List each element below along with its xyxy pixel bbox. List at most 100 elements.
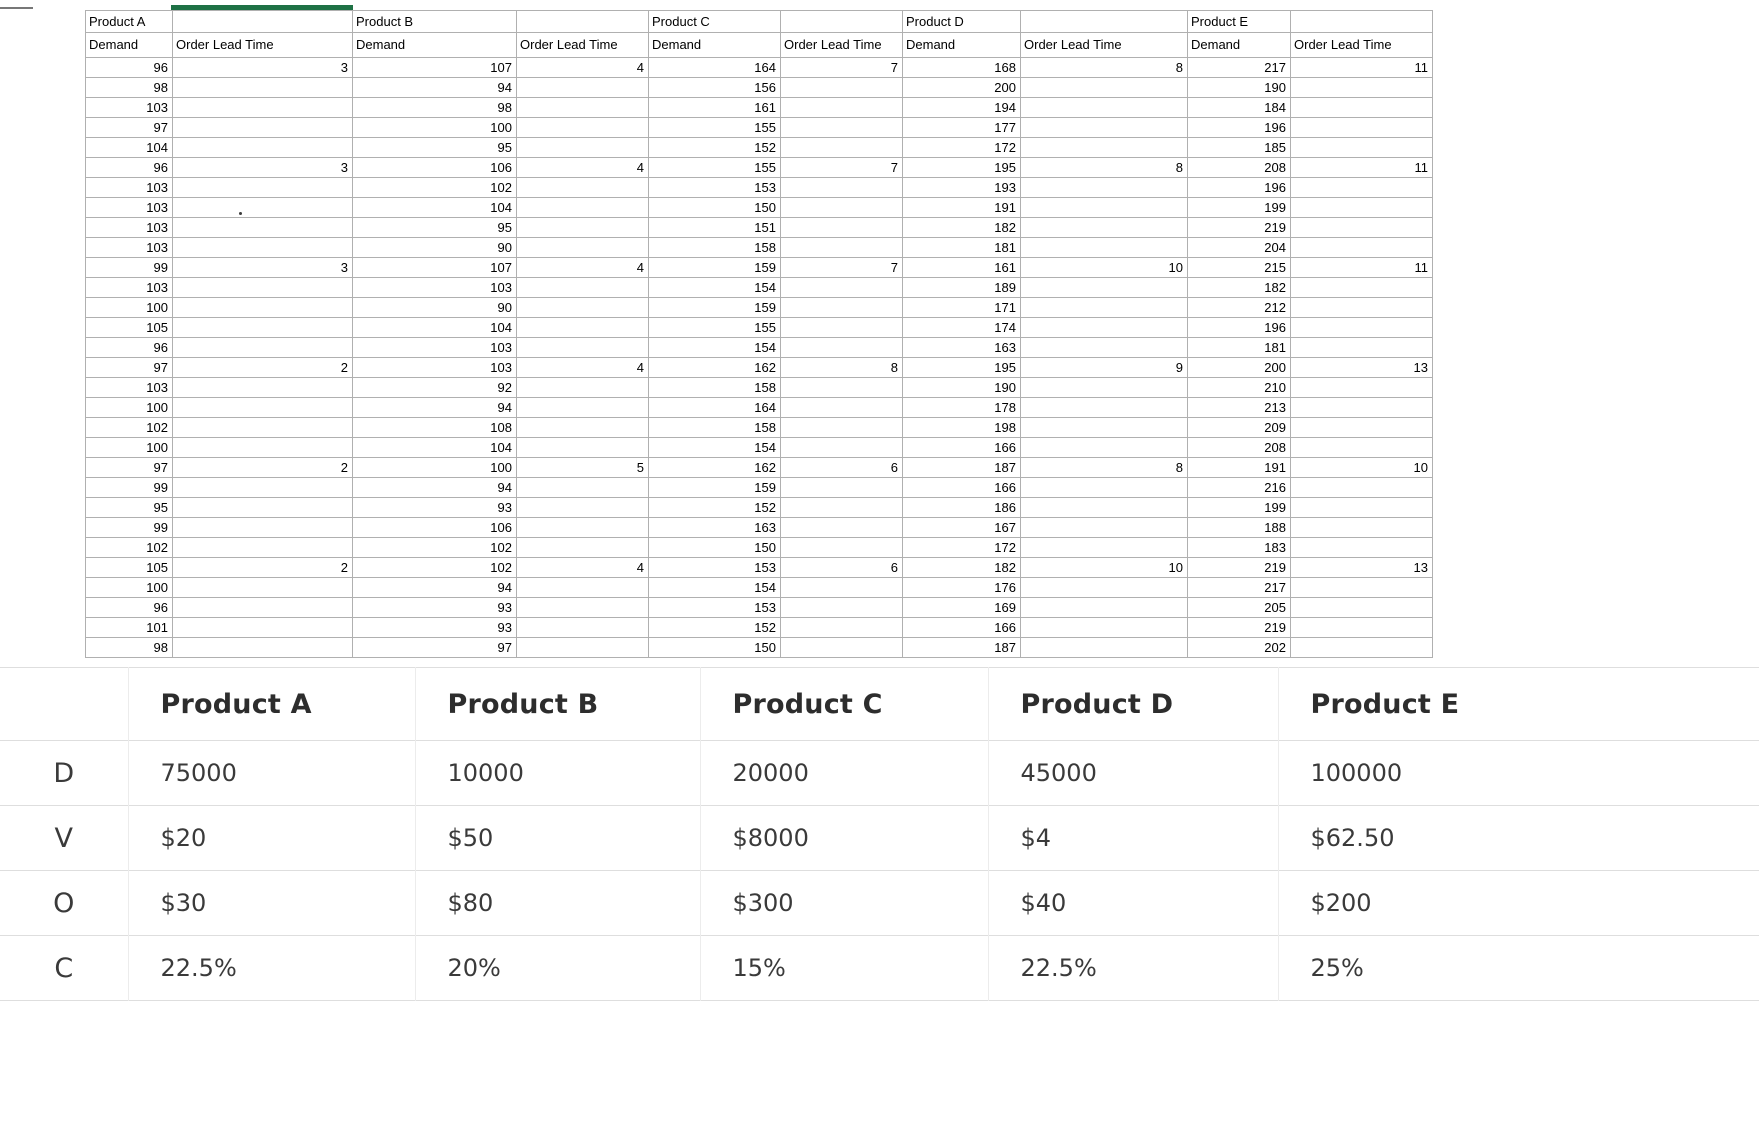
demand-cell-2-2[interactable]: 156 [648, 77, 781, 98]
demand-cell-4-2[interactable]: 190 [1187, 77, 1291, 98]
lead-cell-1-4[interactable] [516, 117, 649, 138]
lead-cell-2-11[interactable]: 7 [780, 257, 903, 278]
demand-cell-3-24[interactable]: 167 [902, 517, 1021, 538]
demand-cell-4-10[interactable]: 204 [1187, 237, 1291, 258]
demand-cell-0-23[interactable]: 95 [85, 497, 173, 518]
demand-cell-0-17[interactable]: 103 [85, 377, 173, 398]
demand-header-4[interactable]: Demand [1187, 32, 1291, 58]
product-title-1[interactable]: Product B [352, 10, 517, 33]
lead-cell-2-7[interactable] [780, 177, 903, 198]
lead-cell-3-23[interactable] [1020, 497, 1188, 518]
demand-cell-2-18[interactable]: 164 [648, 397, 781, 418]
demand-cell-2-5[interactable]: 152 [648, 137, 781, 158]
demand-cell-2-7[interactable]: 153 [648, 177, 781, 198]
demand-cell-0-9[interactable]: 103 [85, 217, 173, 238]
demand-cell-0-19[interactable]: 102 [85, 417, 173, 438]
lead-cell-0-18[interactable] [172, 397, 353, 418]
demand-cell-1-14[interactable]: 104 [352, 317, 517, 338]
lead-cell-2-8[interactable] [780, 197, 903, 218]
demand-cell-0-12[interactable]: 103 [85, 277, 173, 298]
demand-cell-3-26[interactable]: 182 [902, 557, 1021, 578]
lead-cell-4-1[interactable]: 11 [1290, 57, 1433, 78]
lead-cell-1-25[interactable] [516, 537, 649, 558]
lead-time-header-3[interactable]: Order Lead Time [1020, 32, 1188, 58]
lead-cell-1-3[interactable] [516, 97, 649, 118]
lead-cell-3-10[interactable] [1020, 237, 1188, 258]
lead-cell-4-15[interactable] [1290, 337, 1433, 358]
demand-cell-2-27[interactable]: 154 [648, 577, 781, 598]
lead-cell-1-20[interactable] [516, 437, 649, 458]
lead-cell-2-22[interactable] [780, 477, 903, 498]
lead-cell-4-21[interactable]: 10 [1290, 457, 1433, 478]
demand-cell-3-14[interactable]: 174 [902, 317, 1021, 338]
demand-cell-0-5[interactable]: 104 [85, 137, 173, 158]
lead-cell-3-7[interactable] [1020, 177, 1188, 198]
demand-cell-0-22[interactable]: 99 [85, 477, 173, 498]
demand-cell-4-28[interactable]: 205 [1187, 597, 1291, 618]
lead-cell-2-29[interactable] [780, 617, 903, 638]
lead-cell-0-11[interactable]: 3 [172, 257, 353, 278]
lead-cell-1-15[interactable] [516, 337, 649, 358]
product-title-2[interactable]: Product C [648, 10, 781, 33]
demand-cell-3-22[interactable]: 166 [902, 477, 1021, 498]
lead-cell-4-6[interactable]: 11 [1290, 157, 1433, 178]
demand-cell-1-8[interactable]: 104 [352, 197, 517, 218]
lead-cell-1-14[interactable] [516, 317, 649, 338]
demand-cell-2-4[interactable]: 155 [648, 117, 781, 138]
lead-cell-3-8[interactable] [1020, 197, 1188, 218]
demand-cell-3-28[interactable]: 169 [902, 597, 1021, 618]
demand-cell-4-18[interactable]: 213 [1187, 397, 1291, 418]
demand-cell-0-4[interactable]: 97 [85, 117, 173, 138]
lead-cell-1-28[interactable] [516, 597, 649, 618]
empty-header-cell-0[interactable] [172, 10, 353, 33]
lead-cell-4-11[interactable]: 11 [1290, 257, 1433, 278]
lead-cell-2-26[interactable]: 6 [780, 557, 903, 578]
lead-cell-2-12[interactable] [780, 277, 903, 298]
lead-cell-1-5[interactable] [516, 137, 649, 158]
demand-cell-1-17[interactable]: 92 [352, 377, 517, 398]
demand-cell-3-19[interactable]: 198 [902, 417, 1021, 438]
lead-cell-0-4[interactable] [172, 117, 353, 138]
lead-cell-4-5[interactable] [1290, 137, 1433, 158]
lead-cell-4-8[interactable] [1290, 197, 1433, 218]
demand-cell-2-16[interactable]: 162 [648, 357, 781, 378]
demand-cell-0-2[interactable]: 98 [85, 77, 173, 98]
lead-cell-3-2[interactable] [1020, 77, 1188, 98]
empty-header-cell-1[interactable] [516, 10, 649, 33]
lead-cell-2-13[interactable] [780, 297, 903, 318]
demand-cell-0-29[interactable]: 101 [85, 617, 173, 638]
lead-cell-3-26[interactable]: 10 [1020, 557, 1188, 578]
lead-cell-4-29[interactable] [1290, 617, 1433, 638]
lead-cell-3-20[interactable] [1020, 437, 1188, 458]
lead-cell-3-24[interactable] [1020, 517, 1188, 538]
lead-cell-0-6[interactable]: 3 [172, 157, 353, 178]
demand-cell-4-17[interactable]: 210 [1187, 377, 1291, 398]
demand-cell-4-25[interactable]: 183 [1187, 537, 1291, 558]
lead-cell-2-5[interactable] [780, 137, 903, 158]
demand-cell-3-21[interactable]: 187 [902, 457, 1021, 478]
demand-cell-2-26[interactable]: 153 [648, 557, 781, 578]
lead-cell-0-21[interactable]: 2 [172, 457, 353, 478]
demand-cell-1-21[interactable]: 100 [352, 457, 517, 478]
demand-cell-4-7[interactable]: 196 [1187, 177, 1291, 198]
demand-cell-0-27[interactable]: 100 [85, 577, 173, 598]
demand-cell-2-6[interactable]: 155 [648, 157, 781, 178]
lead-cell-4-10[interactable] [1290, 237, 1433, 258]
lead-cell-3-15[interactable] [1020, 337, 1188, 358]
demand-cell-4-27[interactable]: 217 [1187, 577, 1291, 598]
demand-cell-1-29[interactable]: 93 [352, 617, 517, 638]
demand-cell-3-25[interactable]: 172 [902, 537, 1021, 558]
lead-cell-3-12[interactable] [1020, 277, 1188, 298]
product-title-4[interactable]: Product E [1187, 10, 1291, 33]
demand-cell-2-30[interactable]: 150 [648, 637, 781, 658]
demand-cell-1-19[interactable]: 108 [352, 417, 517, 438]
lead-cell-0-23[interactable] [172, 497, 353, 518]
demand-cell-1-10[interactable]: 90 [352, 237, 517, 258]
demand-cell-1-30[interactable]: 97 [352, 637, 517, 658]
demand-cell-2-9[interactable]: 151 [648, 217, 781, 238]
lead-cell-4-23[interactable] [1290, 497, 1433, 518]
demand-cell-2-17[interactable]: 158 [648, 377, 781, 398]
demand-cell-2-25[interactable]: 150 [648, 537, 781, 558]
lead-cell-2-10[interactable] [780, 237, 903, 258]
lead-cell-4-19[interactable] [1290, 417, 1433, 438]
